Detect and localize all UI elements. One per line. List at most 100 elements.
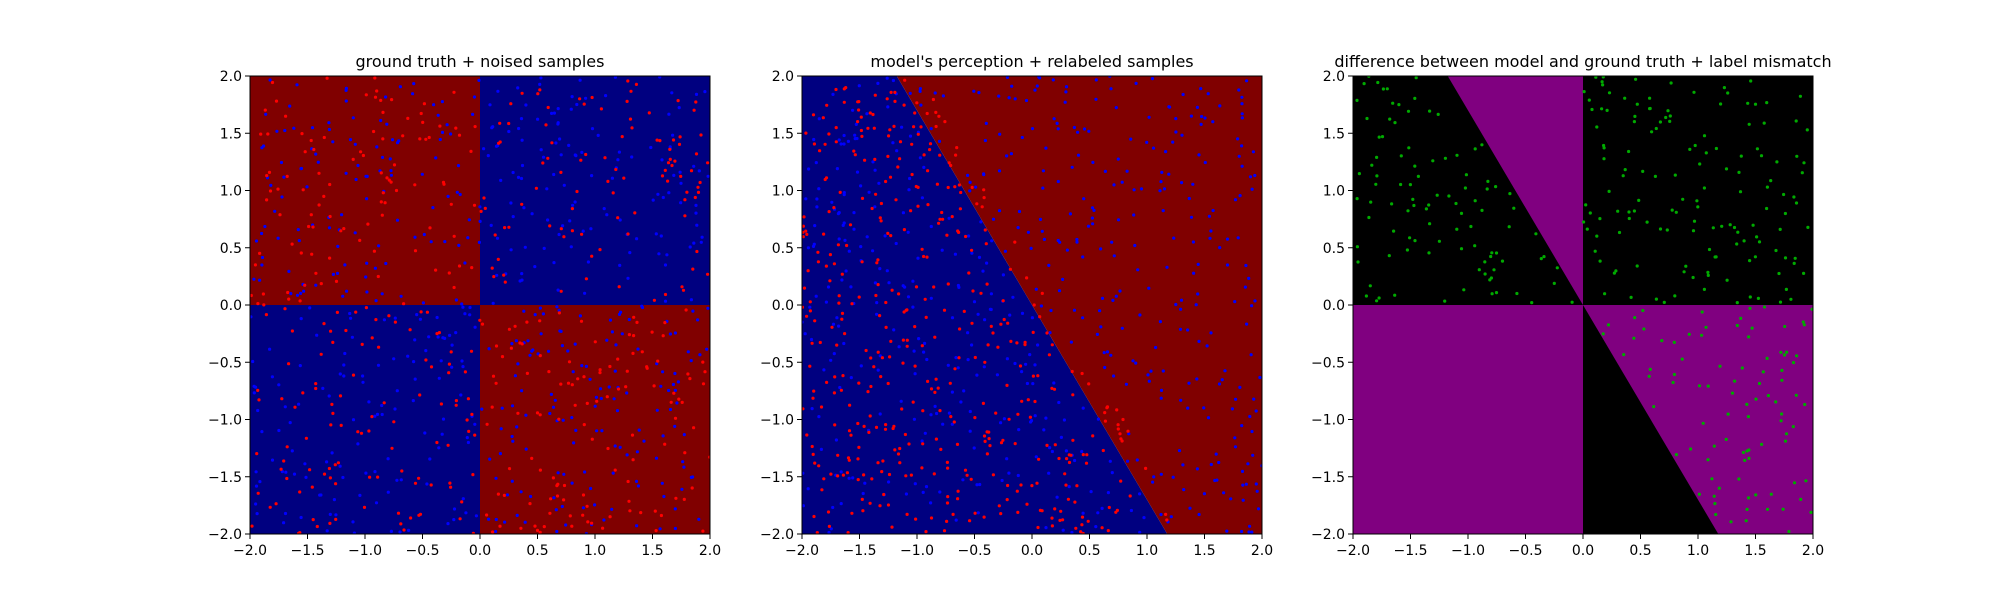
scatter-point [1036, 374, 1040, 378]
scatter-point [338, 372, 342, 376]
scatter-point [946, 185, 950, 190]
scatter-point [1008, 267, 1013, 271]
scatter-point [884, 325, 888, 329]
scatter-point [922, 254, 926, 259]
scatter-point [1658, 120, 1662, 124]
scatter-point [898, 140, 903, 144]
scatter-point [552, 261, 556, 265]
scatter-point [865, 112, 869, 116]
scatter-point [1040, 291, 1044, 295]
scatter-point [897, 345, 901, 349]
scatter-point [700, 235, 704, 239]
scatter-point [1106, 529, 1110, 533]
scatter-point [589, 227, 593, 231]
scatter-point [1753, 102, 1758, 106]
scatter-point [327, 394, 331, 398]
scatter-point [1000, 478, 1004, 483]
scatter-point [1714, 255, 1718, 259]
scatter-point [386, 457, 390, 461]
scatter-point [914, 285, 919, 289]
scatter-point [959, 190, 963, 195]
scatter-point [379, 98, 383, 102]
scatter-point [1180, 133, 1184, 137]
scatter-point [569, 107, 573, 111]
scatter-point [910, 142, 914, 146]
scatter-point [900, 125, 904, 129]
scatter-point [656, 359, 660, 363]
y-tick-label: −0.5 [208, 355, 242, 371]
scatter-point [1623, 96, 1627, 100]
scatter-point [909, 473, 914, 477]
scatter-point [491, 530, 495, 534]
scatter-point [813, 461, 817, 465]
scatter-point [617, 285, 621, 289]
scatter-point [489, 223, 493, 227]
scatter-point [315, 333, 319, 337]
scatter-point [833, 423, 837, 427]
scatter-point [559, 170, 563, 174]
scatter-point [692, 164, 696, 168]
scatter-point [1724, 437, 1728, 441]
scatter-point [1607, 91, 1612, 95]
scatter-point [933, 390, 937, 394]
scatter-point [847, 249, 851, 253]
scatter-point [535, 528, 540, 533]
scatter-point [332, 498, 336, 502]
scatter-point [329, 423, 333, 427]
scatter-point [974, 185, 978, 189]
scatter-point [319, 352, 323, 356]
region-top-left-disagree [1447, 76, 1583, 305]
scatter-point [1600, 80, 1604, 84]
scatter-point [668, 407, 673, 412]
region-top-left [250, 76, 480, 305]
scatter-point [389, 529, 393, 534]
scatter-point [1255, 489, 1259, 493]
scatter-point [1413, 96, 1417, 100]
scatter-point [613, 369, 617, 373]
scatter-point [570, 416, 574, 420]
scatter-point [1792, 195, 1796, 199]
scatter-point [1702, 186, 1706, 190]
scatter-point [606, 446, 610, 451]
scatter-point [417, 513, 421, 517]
scatter-point [1068, 212, 1072, 216]
scatter-point [517, 126, 521, 131]
scatter-point [973, 416, 977, 420]
scatter-point [1187, 381, 1191, 385]
scatter-point [929, 387, 934, 391]
scatter-point [467, 429, 471, 433]
scatter-point [907, 442, 911, 446]
scatter-point [1552, 281, 1556, 285]
scatter-point [1718, 364, 1722, 368]
scatter-point [1050, 516, 1054, 520]
scatter-point [422, 232, 426, 237]
scatter-point [706, 272, 710, 276]
scatter-point [1680, 357, 1684, 361]
scatter-point [632, 334, 636, 338]
scatter-point [934, 437, 939, 441]
scatter-point [342, 374, 346, 378]
panel-model-perception: −2.0 −1.5 −1.0 −0.5 0.0 0.5 1.0 1.5 2.0−2.0−1.5−… [760, 52, 1273, 559]
scatter-point [809, 337, 814, 342]
scatter-point [1013, 97, 1017, 101]
scatter-point [1075, 484, 1079, 488]
scatter-point [1023, 340, 1027, 344]
scatter-point [842, 191, 846, 195]
scatter-point [1024, 98, 1029, 103]
scatter-point [1688, 147, 1692, 151]
scatter-point [1061, 518, 1065, 522]
region-model-class-b [802, 76, 1168, 534]
scatter-point [402, 528, 406, 532]
scatter-point [826, 285, 831, 289]
ticks: −2.0 −1.5 −1.0 −0.5 0.0 0.5 1.0 1.5 2.0−2.0−1.5−… [1311, 69, 1824, 559]
scatter-point [818, 149, 822, 153]
scatter-point [1035, 481, 1039, 485]
scatter-point [683, 451, 687, 455]
scatter-point [503, 226, 507, 230]
scatter-point [1044, 526, 1048, 530]
scatter-point [847, 458, 851, 462]
scatter-point [680, 400, 684, 404]
scatter-point [1492, 268, 1496, 272]
scatter-point [585, 401, 589, 405]
scatter-point [411, 399, 415, 403]
